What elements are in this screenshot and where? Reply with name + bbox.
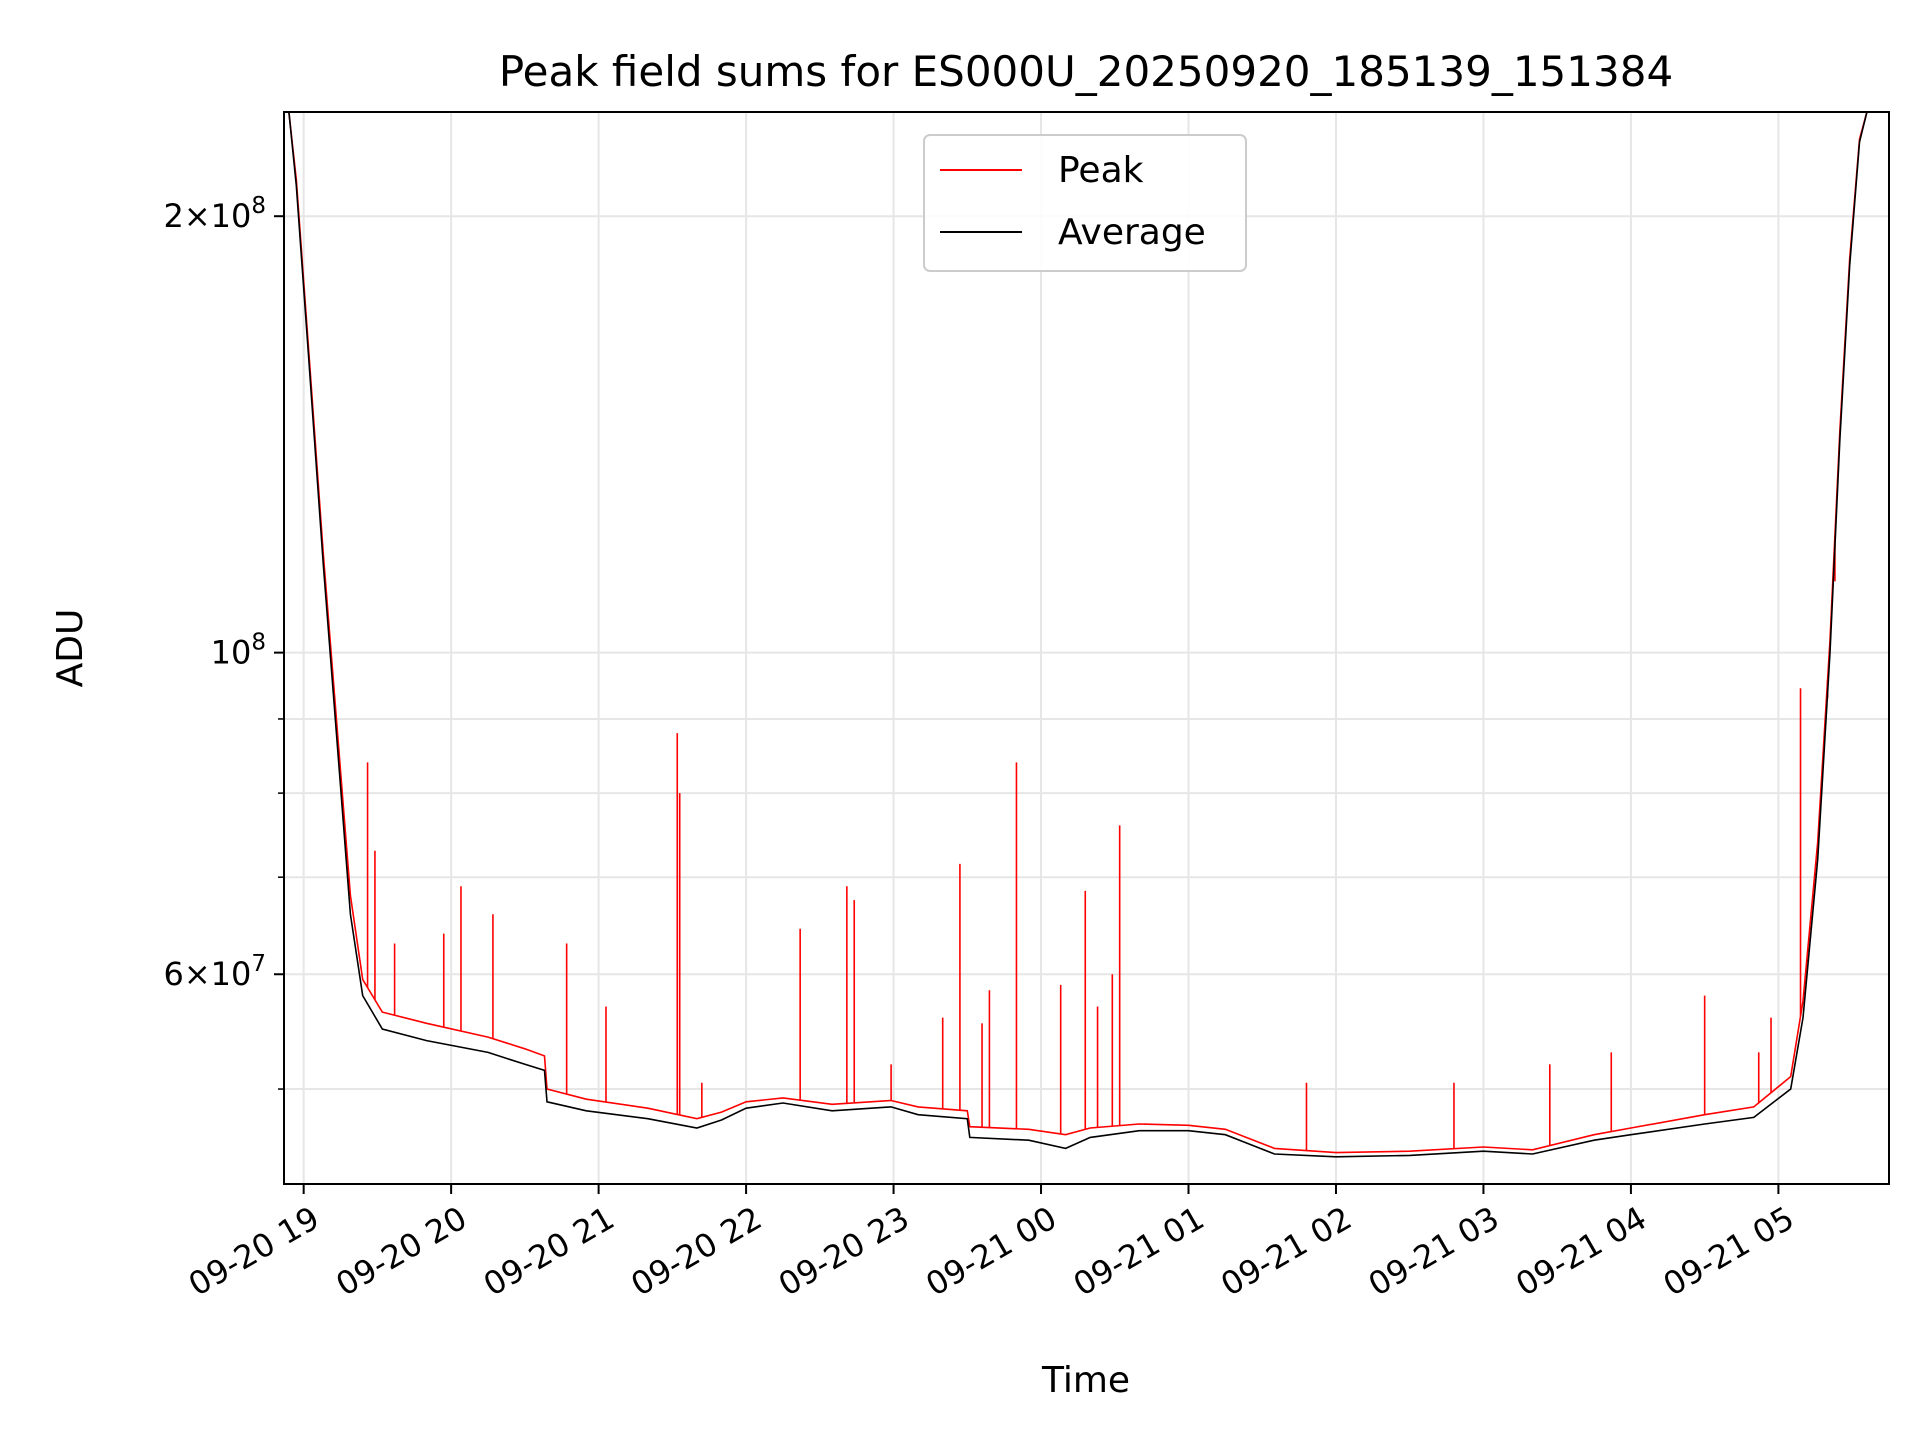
y-axis-label: ADU xyxy=(50,609,91,688)
x-axis-label: Time xyxy=(1041,1360,1130,1401)
legend-label-peak: Peak xyxy=(1058,150,1144,191)
y-tick-label: 2×108 xyxy=(163,193,266,235)
plot-frame xyxy=(283,111,1890,1185)
y-tick-label: 108 xyxy=(211,630,266,672)
y-tick-label: 6×107 xyxy=(163,951,266,993)
legend-label-average: Average xyxy=(1058,212,1206,253)
chart-title: Peak field sums for ES000U_20250920_1851… xyxy=(499,47,1673,96)
legend: Peak Average xyxy=(923,134,1247,272)
series-line-peak xyxy=(284,112,1889,1154)
series-layer xyxy=(284,112,1889,1158)
series-line-average xyxy=(284,112,1889,1158)
y-axis: 6×107 108 2×108 xyxy=(163,193,284,1090)
